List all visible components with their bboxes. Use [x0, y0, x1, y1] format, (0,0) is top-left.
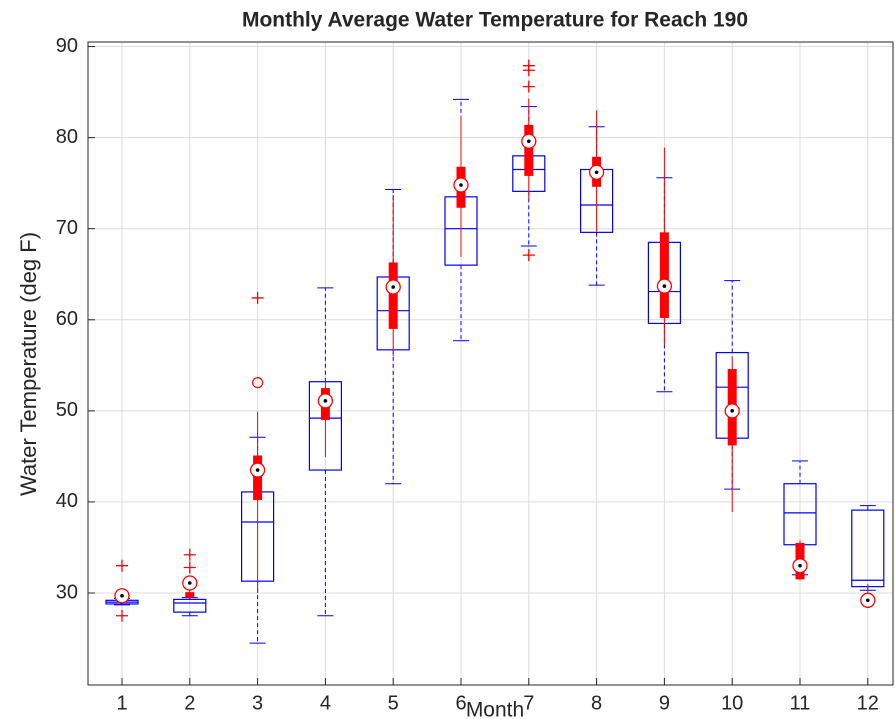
- outlier: [252, 377, 264, 389]
- x-tick-label: 12: [857, 692, 879, 714]
- x-tick-label: 1: [116, 692, 127, 714]
- outlier: [183, 548, 196, 561]
- overlay-box: [185, 592, 195, 598]
- y-axis-label: Water Temperature (deg F): [16, 232, 41, 496]
- x-tick-label: 6: [455, 692, 466, 714]
- overlay-median-dot: [798, 563, 802, 568]
- x-tick-label: 3: [252, 692, 263, 714]
- x-tick-label: 9: [659, 692, 670, 714]
- overlay-box: [659, 232, 669, 318]
- y-tick-label: 60: [56, 308, 78, 330]
- overlay-box: [388, 262, 398, 329]
- x-tick-label: 4: [320, 692, 331, 714]
- overlay-median-dot: [323, 399, 328, 403]
- overlay-median-dot: [459, 183, 463, 187]
- x-axis-label: Month: [466, 699, 524, 719]
- y-tick-label: 30: [56, 581, 78, 603]
- outlier: [522, 64, 535, 77]
- overlay-median-dot: [120, 593, 124, 598]
- x-tick-label: 7: [523, 692, 534, 714]
- overlay-median-dot: [730, 409, 734, 413]
- outlier: [183, 561, 196, 574]
- y-tick-label: 80: [56, 126, 78, 148]
- outlier: [116, 609, 128, 622]
- outlier: [522, 80, 535, 93]
- x-tick-label: 11: [790, 692, 811, 714]
- y-tick-label: 50: [56, 399, 78, 421]
- overlay-median-dot: [662, 284, 667, 288]
- chart-title: Monthly Average Water Temperature for Re…: [242, 9, 748, 32]
- x-tick-label: 2: [184, 692, 195, 714]
- overlay-median-dot: [866, 598, 870, 603]
- outlier: [116, 559, 128, 572]
- x-tick-label: 10: [721, 692, 743, 714]
- overlay-median-dot: [188, 581, 192, 585]
- overlay-median-dot: [255, 468, 260, 472]
- outlier: [251, 291, 264, 304]
- y-tick-label: 70: [56, 217, 78, 239]
- x-tick-label: 8: [591, 692, 602, 714]
- overlay-median-dot: [527, 139, 531, 144]
- overlay-box: [253, 455, 263, 501]
- overlay-median-dot: [594, 170, 599, 175]
- y-tick-label: 90: [56, 35, 78, 57]
- overlay-box: [524, 124, 534, 176]
- plot-frame: [87, 41, 894, 686]
- overlay-median-dot: [391, 285, 396, 289]
- outlier: [522, 249, 535, 262]
- x-tick-label: 5: [388, 692, 399, 714]
- y-tick-label: 40: [56, 490, 78, 512]
